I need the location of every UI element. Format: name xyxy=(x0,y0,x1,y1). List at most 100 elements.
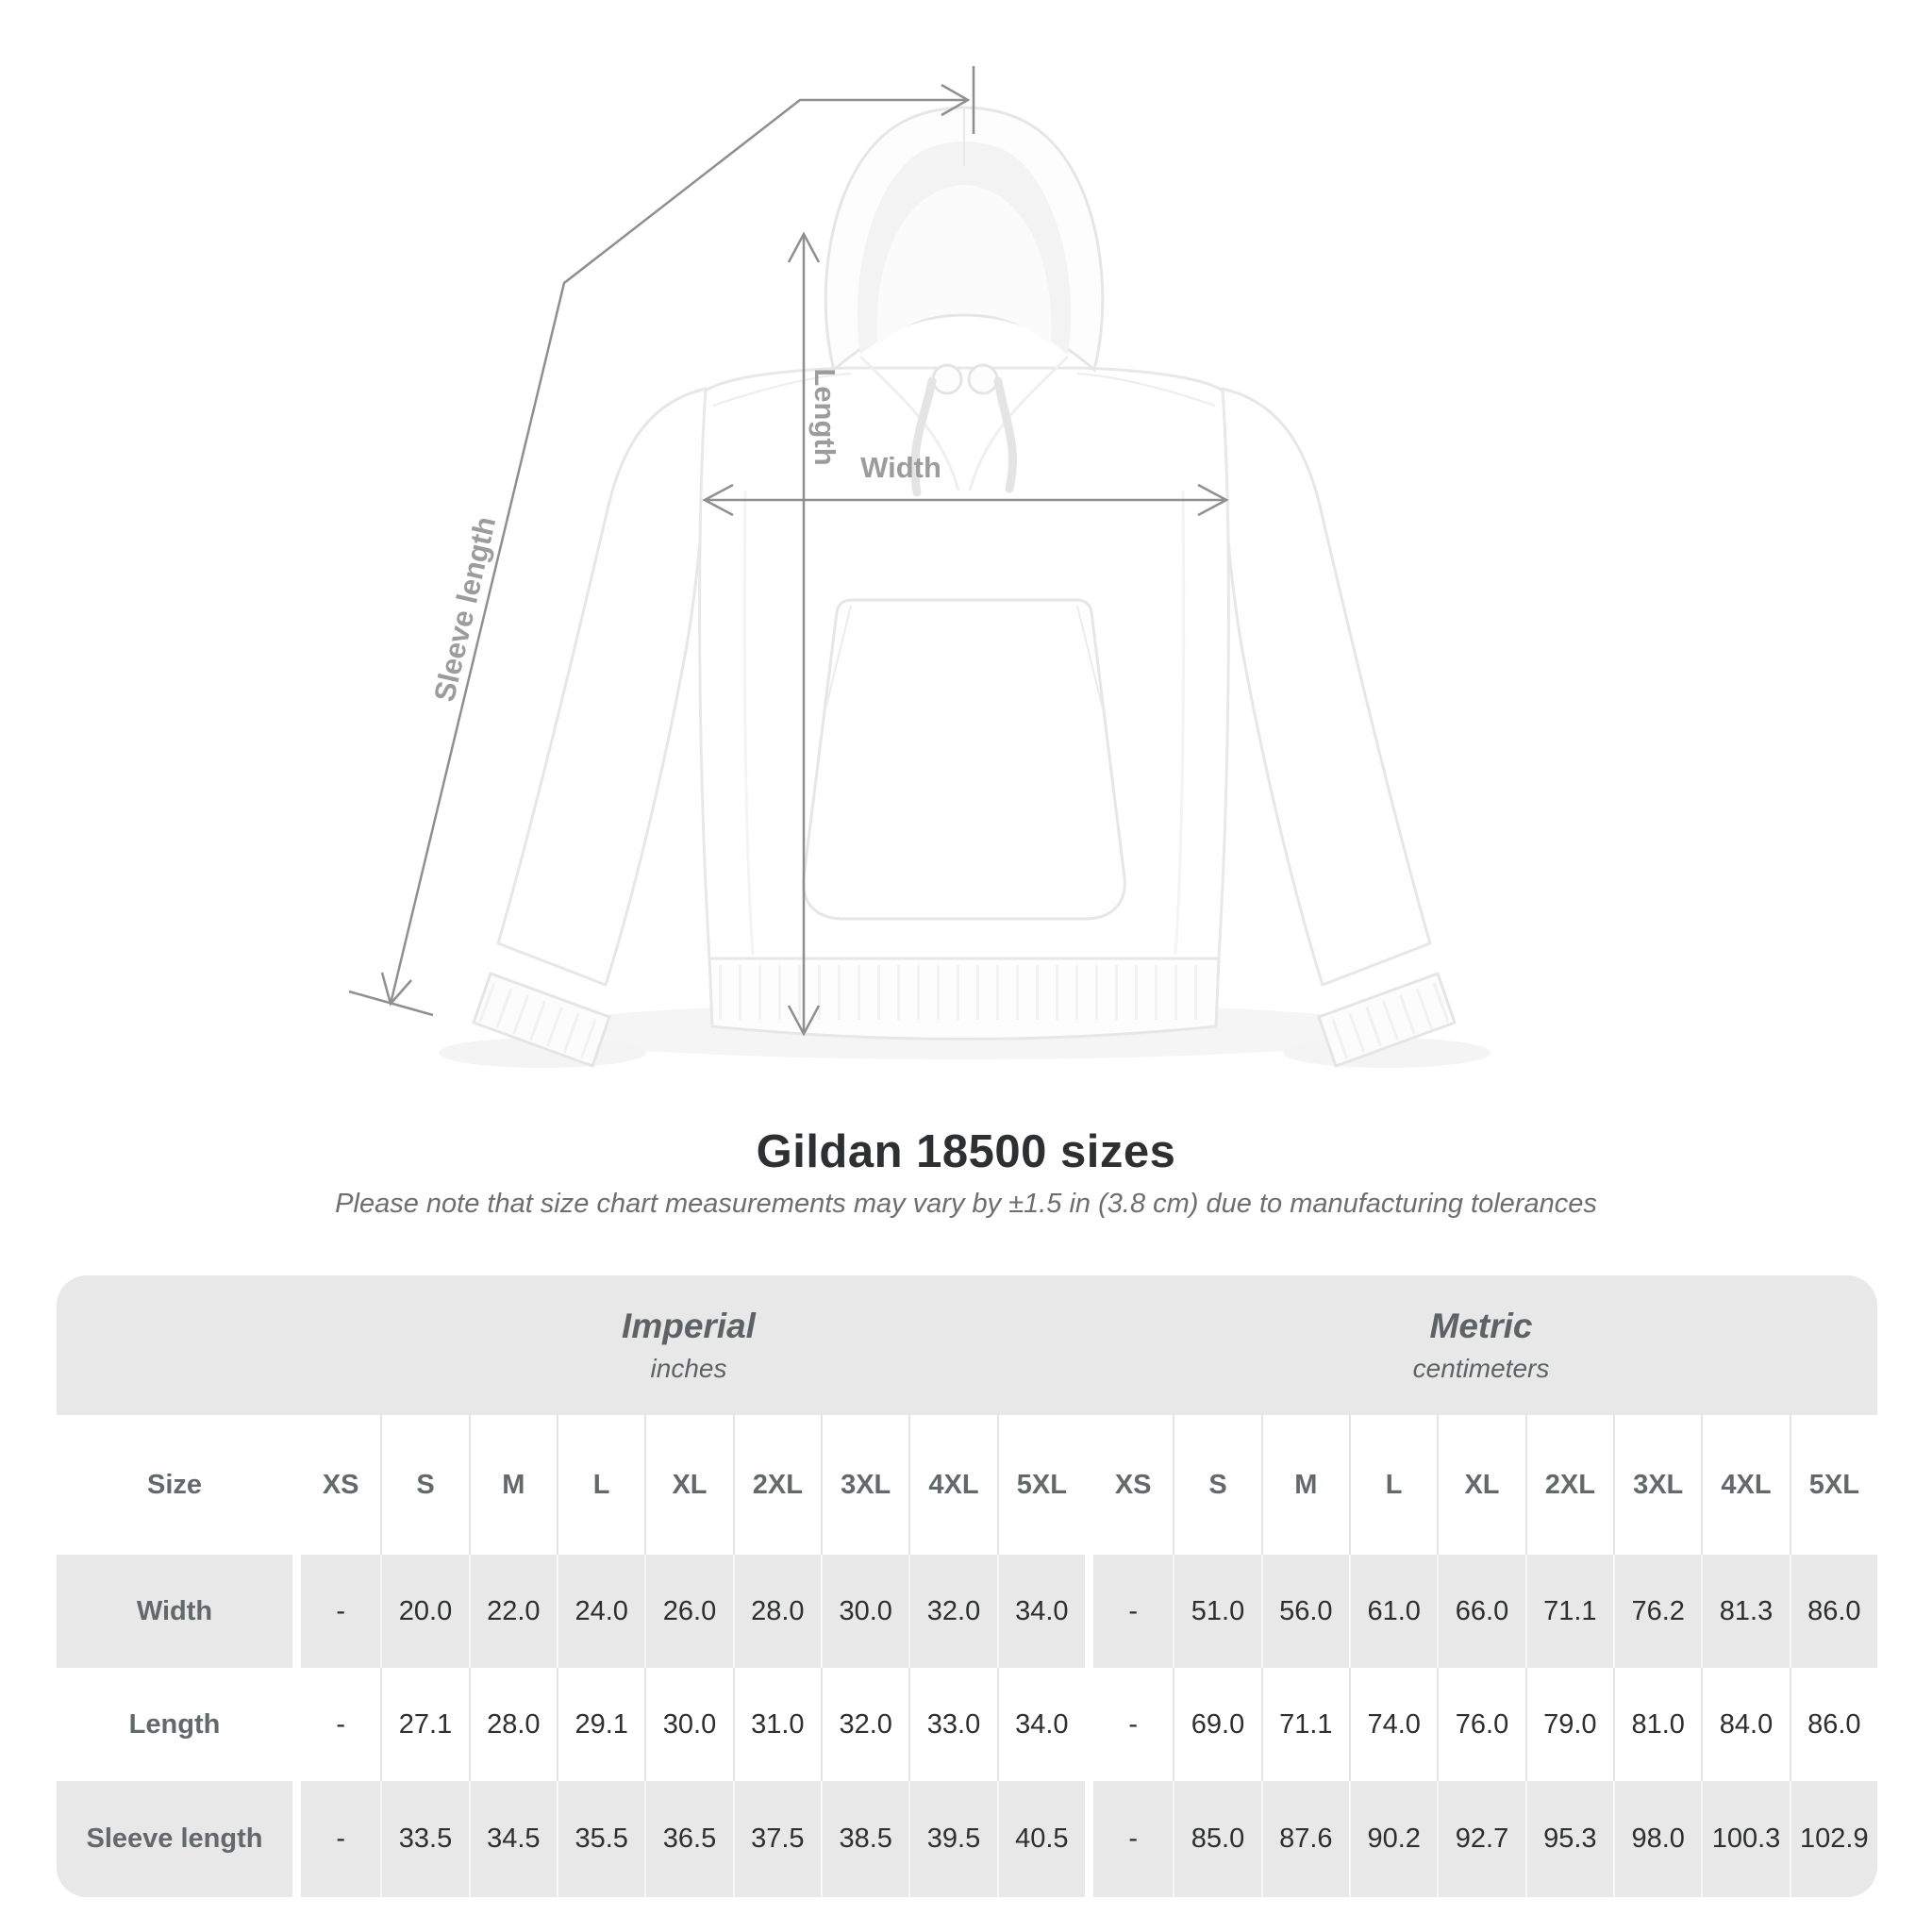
measurement-cell: 34.0 xyxy=(996,1668,1085,1781)
measurement-cell: 79.0 xyxy=(1524,1668,1613,1781)
measurement-cell: 66.0 xyxy=(1437,1555,1524,1668)
measurement-cell: 29.1 xyxy=(557,1668,644,1781)
hoodie-measurement-diagram: Sleeve length Length Width xyxy=(348,66,1491,1068)
measurement-cell: 34.5 xyxy=(468,1781,557,1897)
measurement-cell: 76.0 xyxy=(1437,1668,1524,1781)
measurement-cell: - xyxy=(292,1781,380,1897)
measurement-cell: 32.0 xyxy=(908,1555,996,1668)
measurement-cell: 33.5 xyxy=(380,1781,468,1897)
size-col-header: XL xyxy=(644,1415,732,1555)
measurement-cell: 74.0 xyxy=(1349,1668,1437,1781)
measurement-cell: 81.3 xyxy=(1701,1555,1789,1668)
imperial-header: Imperial inches xyxy=(292,1275,1085,1415)
size-col-header: 4XL xyxy=(1701,1415,1789,1555)
measurement-cell: 33.0 xyxy=(908,1668,996,1781)
size-header-row: Size XS S M L XL 2XL 3XL 4XL 5XL XS S M L XL 2XL 3XL 4XL… xyxy=(57,1415,1877,1555)
row-label: Width xyxy=(136,1595,213,1626)
measurement-cell: 92.7 xyxy=(1437,1781,1524,1897)
measurement-cell: 20.0 xyxy=(380,1555,468,1668)
size-col-header: 2XL xyxy=(1524,1415,1613,1555)
table-header-row: Imperial inches Metric centimeters xyxy=(57,1275,1877,1415)
measurement-cell: 28.0 xyxy=(468,1668,557,1781)
measurement-cell: 100.3 xyxy=(1701,1781,1789,1897)
measurement-cell: 76.2 xyxy=(1613,1555,1701,1668)
row-label: Length xyxy=(128,1708,221,1740)
measurement-cell: 37.5 xyxy=(732,1781,821,1897)
dimension-lines xyxy=(348,66,1229,1037)
size-col-header: 4XL xyxy=(908,1415,996,1555)
measurement-cell: 86.0 xyxy=(1789,1555,1877,1668)
measurement-cell: 85.0 xyxy=(1173,1781,1260,1897)
metric-unit-label: centimeters xyxy=(1412,1354,1550,1383)
row-label: Sleeve length xyxy=(86,1824,263,1854)
measurement-cell: 32.0 xyxy=(821,1668,908,1781)
size-col-header: M xyxy=(1260,1415,1349,1555)
measurement-cell: 51.0 xyxy=(1173,1555,1260,1668)
sleeve-length-dimension xyxy=(348,66,975,1017)
measurement-cell: 56.0 xyxy=(1260,1555,1349,1668)
length-row: Length -27.1 28.0 29.1 30.0 31.0 32.0 33.0 34.0… xyxy=(57,1668,1877,1781)
size-col-header: 3XL xyxy=(1613,1415,1701,1555)
imperial-unit-label: inches xyxy=(650,1354,727,1383)
measurement-cell: 71.1 xyxy=(1524,1555,1613,1668)
size-col-header: L xyxy=(557,1415,644,1555)
width-row: Width -20.0 22.0 24.0 26.0 28.0 30.0 32.0 34.0-… xyxy=(57,1555,1877,1668)
length-dimension xyxy=(787,231,821,1037)
size-col-header: 5XL xyxy=(996,1415,1085,1555)
measurement-cell: 30.0 xyxy=(821,1555,908,1668)
measurement-cell: 30.0 xyxy=(644,1668,732,1781)
measurement-cell: 86.0 xyxy=(1789,1668,1877,1781)
measurement-cell: 84.0 xyxy=(1701,1668,1789,1781)
imperial-label: Imperial xyxy=(622,1307,756,1345)
measurement-cell: 40.5 xyxy=(996,1781,1085,1897)
measurement-cell: 61.0 xyxy=(1349,1555,1437,1668)
page-title: Gildan 18500 sizes xyxy=(756,1126,1176,1177)
measurement-cell: 36.5 xyxy=(644,1781,732,1897)
measurement-cell: 95.3 xyxy=(1524,1781,1613,1897)
measurement-cell: 31.0 xyxy=(732,1668,821,1781)
measurement-cell: 39.5 xyxy=(908,1781,996,1897)
size-col-header: 3XL xyxy=(821,1415,908,1555)
size-col-header: 2XL xyxy=(732,1415,821,1555)
width-label: Width xyxy=(860,451,941,484)
measurement-cell: 87.6 xyxy=(1260,1781,1349,1897)
size-col-header: XL xyxy=(1437,1415,1524,1555)
measurement-cell: 81.0 xyxy=(1613,1668,1701,1781)
size-col-header: M xyxy=(468,1415,557,1555)
measurement-cell: - xyxy=(1085,1555,1173,1668)
size-col-header: XS xyxy=(1085,1415,1173,1555)
measurement-cell: 98.0 xyxy=(1613,1781,1701,1897)
sleeve-length-label: Sleeve length xyxy=(427,513,502,705)
measurement-cell: 71.1 xyxy=(1260,1668,1349,1781)
hoodie-right-sleeve xyxy=(1221,387,1432,987)
hoodie-illustration xyxy=(439,106,1491,1068)
measurement-cell: - xyxy=(292,1555,380,1668)
length-label: Length xyxy=(808,368,841,465)
measurement-cell: - xyxy=(1085,1668,1173,1781)
measurement-cell: 24.0 xyxy=(557,1555,644,1668)
measurement-cell: 26.0 xyxy=(644,1555,732,1668)
measurement-cell: 27.1 xyxy=(380,1668,468,1781)
tolerance-note: Please note that size chart measurements… xyxy=(335,1189,1597,1219)
sleeve-length-row: Sleeve length -33.5 34.5 35.5 36.5 37.5 38.5 3… xyxy=(57,1781,1877,1897)
hoodie-drawstrings xyxy=(910,363,1017,497)
size-col-header: XS xyxy=(292,1415,380,1555)
hoodie-hem-band xyxy=(708,957,1221,1041)
hoodie-left-sleeve xyxy=(496,387,708,987)
measurement-cell: 34.0 xyxy=(996,1555,1085,1668)
measurement-cell: 102.9 xyxy=(1789,1781,1877,1897)
measurement-cell: 69.0 xyxy=(1173,1668,1260,1781)
measurement-cell: 28.0 xyxy=(732,1555,821,1668)
header-spacer xyxy=(57,1275,292,1415)
size-col-header: 5XL xyxy=(1789,1415,1877,1555)
size-col-header: S xyxy=(1173,1415,1260,1555)
size-table: Imperial inches Metric centimeters Size … xyxy=(57,1275,1877,1897)
measurement-cell: 35.5 xyxy=(557,1781,644,1897)
measurement-cell: - xyxy=(292,1668,380,1781)
measurement-cell: - xyxy=(1085,1781,1173,1897)
measurement-cell: 38.5 xyxy=(821,1781,908,1897)
hoodie-pocket xyxy=(802,598,1126,921)
metric-header: Metric centimeters xyxy=(1085,1275,1877,1415)
measurement-cell: 22.0 xyxy=(468,1555,557,1668)
